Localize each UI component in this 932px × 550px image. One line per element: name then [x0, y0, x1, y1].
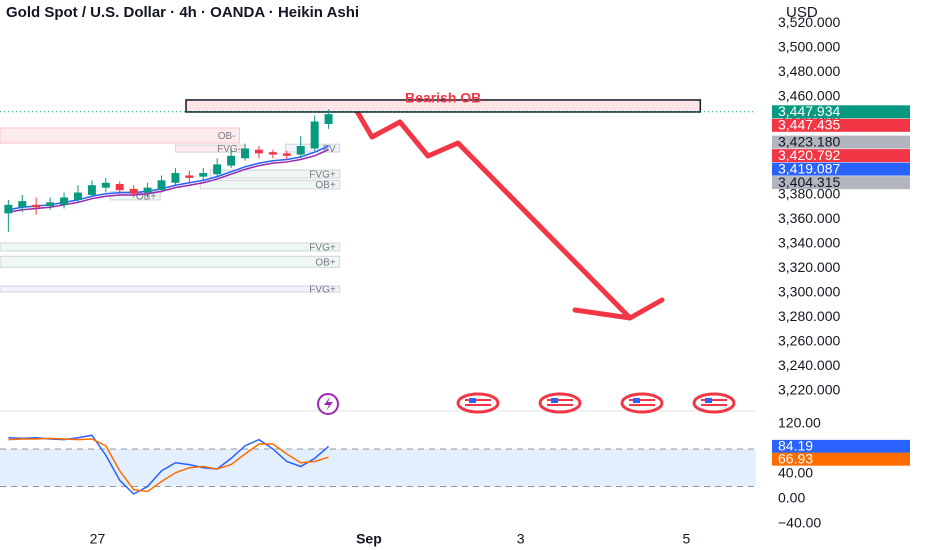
- zone-label: OB+: [136, 191, 156, 202]
- candle-body: [296, 146, 305, 155]
- value-label: 66.93: [778, 450, 813, 466]
- candle-body: [241, 148, 250, 159]
- y-tick-label: 3,300.000: [778, 284, 840, 300]
- zone-label: FVG-: [217, 144, 241, 155]
- price-label-bg: [772, 149, 910, 163]
- y-tick-label: 3,500.000: [778, 39, 840, 55]
- candle-body: [73, 192, 82, 200]
- x-tick-label: 3: [517, 531, 525, 547]
- y-tick-label: 3,360.000: [778, 210, 840, 226]
- us-flag-icons: [456, 392, 736, 414]
- candle-body: [310, 121, 319, 149]
- candle-body: [129, 188, 138, 194]
- candle-body: [227, 155, 236, 166]
- price-label-bg: [772, 135, 910, 149]
- y-tick-label: 3,320.000: [778, 259, 840, 275]
- price-label-bg: [772, 118, 910, 132]
- price-label: 3,447.435: [778, 117, 840, 133]
- zone-label: OB-: [218, 131, 236, 142]
- y-tick-label: 40.00: [778, 465, 813, 481]
- candle-body: [87, 185, 96, 196]
- y-tick-label: 3,240.000: [778, 357, 840, 373]
- candle-body: [101, 182, 110, 188]
- candle-body: [324, 114, 333, 124]
- candle-body: [46, 202, 55, 207]
- candle-body: [4, 204, 13, 214]
- chart-title: Gold Spot / U.S. Dollar · 4h · OANDA · H…: [6, 4, 359, 21]
- y-tick-label: 3,460.000: [778, 88, 840, 104]
- x-tick-label: 5: [682, 531, 690, 547]
- event-icon: [317, 393, 339, 415]
- candle-body: [199, 172, 208, 177]
- zone: [185, 99, 702, 113]
- y-tick-label: 3,220.000: [778, 382, 840, 398]
- moving-average: [8, 149, 329, 213]
- price-label: 3,419.087: [778, 160, 840, 176]
- zone-label: FVG+: [309, 285, 336, 296]
- zone: [0, 127, 240, 144]
- y-tick-label: 3,520.000: [778, 14, 840, 30]
- candle-body: [171, 172, 180, 183]
- zone-label: OB+: [315, 257, 335, 268]
- price-label: 3,447.934: [778, 103, 840, 119]
- candle-body: [143, 187, 152, 193]
- candle-body: [157, 180, 166, 191]
- candle-body: [282, 153, 291, 156]
- zone-label: OB+: [315, 180, 335, 191]
- price-label-bg: [772, 176, 910, 190]
- y-tick-label: 120.00: [778, 415, 821, 431]
- zone: [209, 169, 341, 179]
- value-label-bg: [772, 439, 910, 453]
- zone: [0, 242, 341, 252]
- y-tick-label: 3,380.000: [778, 186, 840, 202]
- y-tick-label: 3,260.000: [778, 333, 840, 349]
- candle-body: [60, 197, 69, 205]
- candle-body: [268, 152, 277, 155]
- y-tick-label: −40.00: [778, 515, 821, 531]
- candle-body: [18, 201, 27, 208]
- price-label-bg: [772, 162, 910, 176]
- zone: [199, 179, 341, 190]
- zone-label: Bearish OB: [405, 90, 481, 106]
- candle-body: [185, 175, 194, 178]
- value-label-bg: [772, 452, 910, 466]
- candle-body: [32, 204, 41, 208]
- candle-body: [254, 149, 263, 154]
- zone: [0, 285, 341, 293]
- y-tick-label: 0.00: [778, 490, 805, 506]
- y-tick-label: 3,480.000: [778, 63, 840, 79]
- zone-label: FV: [323, 144, 336, 155]
- oscillator-line: [8, 437, 329, 493]
- currency-label: USD: [786, 4, 818, 21]
- price-label: 3,420.792: [778, 147, 840, 163]
- zone: [0, 255, 341, 268]
- zone-label: FVG+: [309, 170, 336, 181]
- y-tick-label: 3,340.000: [778, 235, 840, 251]
- price-label: 3,423.180: [778, 133, 840, 149]
- value-label: 84.19: [778, 438, 813, 454]
- x-tick-label: 27: [90, 531, 106, 547]
- price-label-bg: [772, 105, 910, 119]
- forecast-arrow: [352, 105, 665, 321]
- candle-body: [115, 183, 124, 191]
- y-tick-label: 3,280.000: [778, 308, 840, 324]
- zone-label: FVG+: [309, 243, 336, 254]
- x-tick-label: Sep: [356, 531, 382, 547]
- candle-body: [213, 164, 222, 175]
- price-label: 3,404.315: [778, 174, 840, 190]
